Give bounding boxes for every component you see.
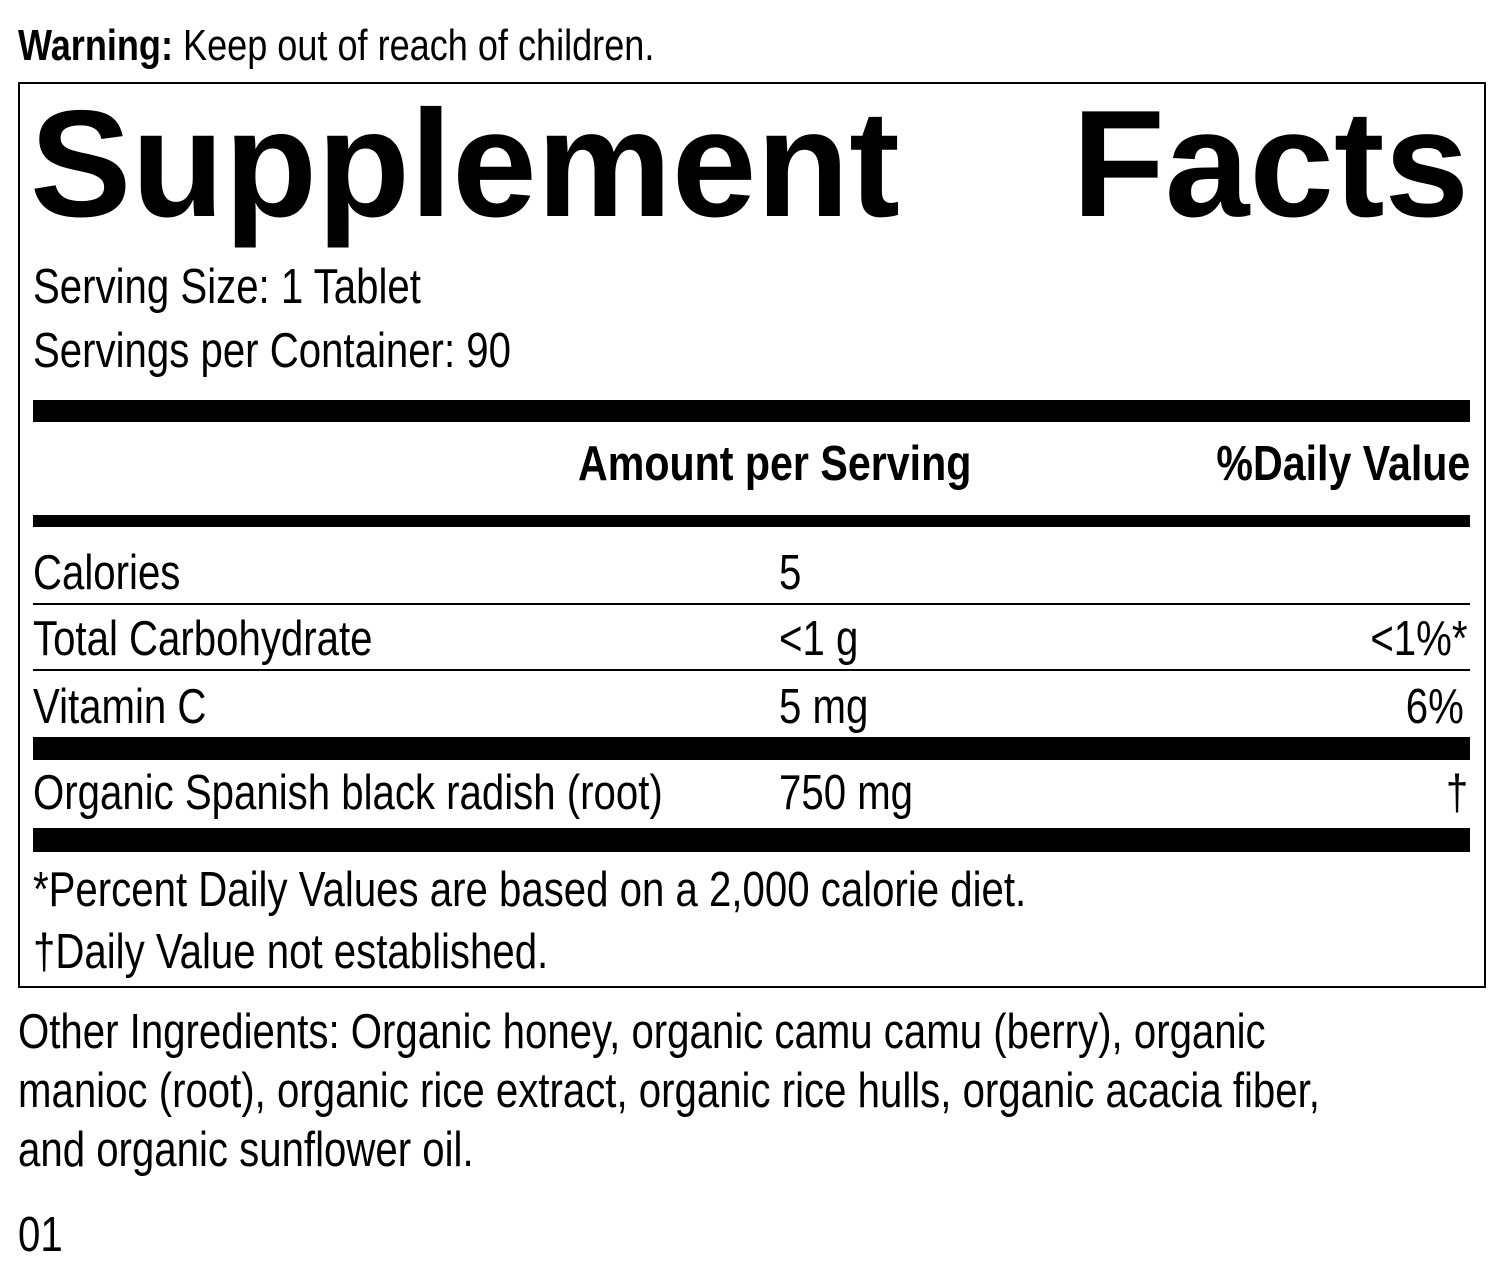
supplement-facts-panel	[18, 82, 1486, 988]
header-amount: Amount per Serving	[578, 437, 972, 491]
label-code: 01	[18, 1208, 63, 1262]
row-amount: 5	[779, 546, 802, 600]
warning-label: Warning:	[18, 21, 173, 70]
title-facts: Facts	[1072, 79, 1470, 249]
row-amount: <1 g	[779, 612, 859, 666]
divider-thin	[33, 603, 1470, 605]
title-supplement: Supplement	[30, 79, 900, 249]
row-name: Calories	[33, 546, 181, 600]
other-ingredients-line: and organic sunflower oil.	[18, 1123, 474, 1177]
other-ingredients-line: manioc (root), organic rice extract, org…	[18, 1064, 1320, 1118]
divider-thick	[33, 737, 1470, 760]
divider-medium	[33, 515, 1470, 527]
header-daily-value: %Daily Value	[1216, 437, 1470, 491]
row-name: Vitamin C	[33, 680, 207, 734]
divider-thin	[33, 669, 1470, 671]
row-dv: †	[1445, 766, 1468, 820]
row-name: Organic Spanish black radish (root)	[33, 766, 663, 820]
footnote-daily-values: *Percent Daily Values are based on a 2,0…	[33, 863, 1027, 917]
warning-text: Warning: Keep out of reach of children.	[18, 24, 654, 68]
other-ingredients-line: Other Ingredients: Organic honey, organi…	[18, 1005, 1266, 1059]
footnote-not-established: †Daily Value not established.	[33, 925, 549, 979]
row-dv: <1%*	[1370, 612, 1468, 666]
row-amount: 5 mg	[779, 680, 869, 734]
row-amount: 750 mg	[779, 766, 914, 820]
warning-body: Keep out of reach of children.	[172, 21, 655, 70]
row-name: Total Carbohydrate	[33, 612, 373, 666]
serving-size: Serving Size: 1 Tablet	[33, 260, 421, 314]
divider-thick	[33, 400, 1470, 422]
servings-per-container: Servings per Container: 90	[33, 324, 511, 378]
row-dv: 6%	[1405, 680, 1464, 734]
divider-thick	[33, 828, 1470, 852]
